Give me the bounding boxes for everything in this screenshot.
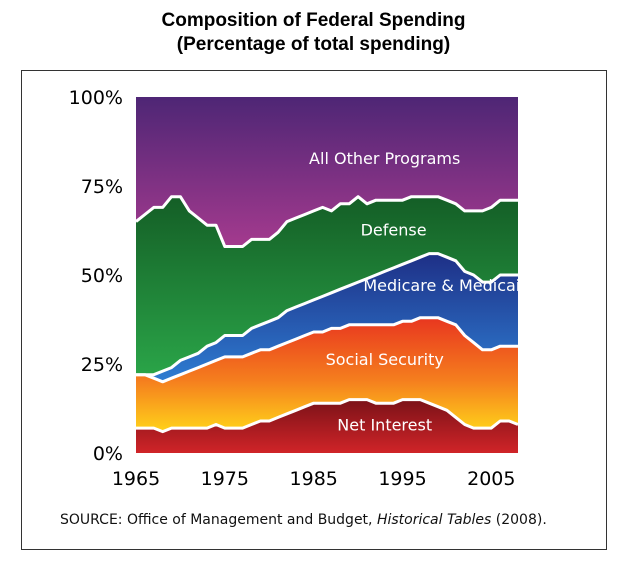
y-tick-label: 0% [93, 443, 123, 465]
boundary-line-social-security [136, 316, 518, 384]
source-publication: Historical Tables [376, 512, 492, 528]
series-label-social-security: Social Security [326, 350, 444, 369]
boundary-line-medicare-medicaid [136, 252, 518, 377]
y-tick-label: 75% [81, 176, 123, 198]
series-label-all-other-programs: All Other Programs [309, 149, 460, 168]
source-prefix: SOURCE: Office of Management and Budget, [60, 512, 377, 528]
x-tick-label: 1995 [378, 468, 426, 490]
x-tick-label: 1985 [290, 468, 338, 490]
series-label-net-interest: Net Interest [337, 416, 432, 435]
x-tick-label: 1965 [112, 468, 160, 490]
x-tick-label: 1975 [201, 468, 249, 490]
boundary-line-defense [135, 195, 518, 248]
chart-subtitle: (Percentage of total spending) [176, 34, 451, 55]
area-net-interest [136, 399, 518, 453]
x-tick-label: 2005 [467, 468, 515, 490]
source-suffix: (2008). [491, 512, 547, 528]
y-tick-label: 50% [81, 265, 123, 287]
area-medicare-medicaid [136, 253, 518, 382]
y-tick-label: 100% [69, 87, 123, 109]
area-defense [136, 196, 518, 375]
boundary-line-net-interest [136, 398, 519, 434]
series-label-medicare-medicaid: Medicare & Medicaid [363, 276, 530, 295]
source-note: SOURCE: Office of Management and Budget,… [60, 512, 547, 528]
y-tick-label: 25% [81, 354, 123, 376]
area-social-security [136, 317, 518, 432]
chart-frame [21, 70, 607, 550]
area-all-other-programs [136, 97, 518, 247]
chart-title: Composition of Federal Spending [161, 10, 466, 31]
series-label-defense: Defense [361, 221, 427, 240]
